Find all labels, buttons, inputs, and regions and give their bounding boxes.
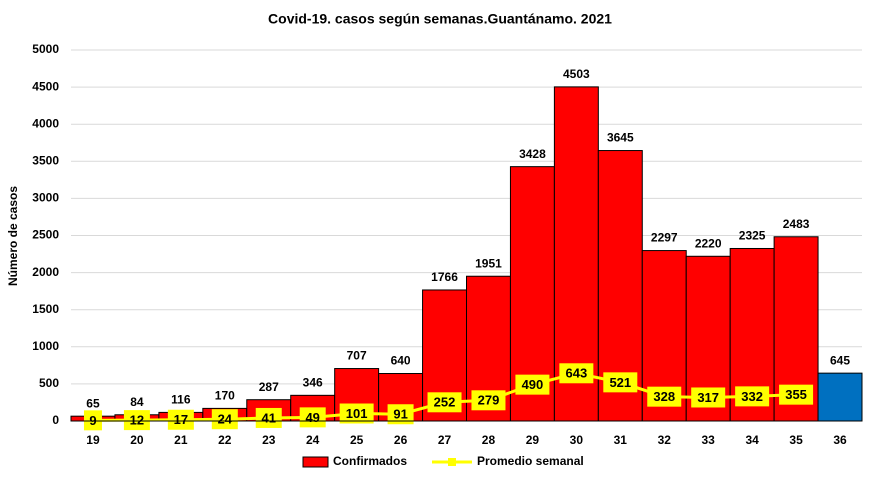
line-value-label: 49 — [305, 410, 319, 425]
line-label-box — [647, 386, 682, 407]
x-tick-label: 34 — [745, 433, 759, 447]
bar-value-label: 1766 — [431, 270, 458, 284]
bar-value-label: 65 — [86, 396, 100, 410]
bar-value-label: 2220 — [695, 236, 722, 250]
line-label-box — [735, 386, 770, 407]
y-tick-label: 5000 — [32, 42, 59, 56]
line-label-box — [559, 363, 594, 384]
bar-value-label: 1951 — [475, 256, 502, 270]
chart-title: Covid-19. casos según semanas.Guantánamo… — [268, 11, 612, 27]
line-value-label: 643 — [566, 366, 588, 381]
y-tick-label: 0 — [52, 413, 59, 427]
line-value-label: 252 — [434, 395, 456, 410]
line-value-label: 41 — [262, 410, 276, 425]
x-tick-label: 26 — [394, 433, 408, 447]
bar-value-label: 287 — [259, 380, 279, 394]
x-tick-label: 29 — [526, 433, 540, 447]
bar — [817, 372, 863, 422]
line-value-label: 91 — [393, 407, 407, 422]
legend-label: Confirmados — [333, 454, 407, 468]
line-value-label: 490 — [522, 377, 544, 392]
bar-value-label: 640 — [391, 354, 411, 368]
line-value-label: 17 — [174, 412, 188, 427]
legend-swatch — [302, 456, 329, 468]
x-tick-label: 20 — [130, 433, 144, 447]
line-label-box — [83, 410, 102, 431]
x-tick-label: 25 — [350, 433, 364, 447]
y-tick-label: 4500 — [32, 79, 59, 93]
line-label-box — [515, 374, 550, 395]
y-tick-label: 1000 — [32, 339, 59, 353]
x-tick-label: 24 — [306, 433, 320, 447]
line-label-box — [123, 410, 150, 431]
bar-value-label: 4503 — [563, 67, 590, 81]
line-value-label: 101 — [346, 406, 368, 421]
y-tick-label: 2500 — [32, 228, 59, 242]
y-tick-label: 500 — [39, 376, 59, 390]
line-label-box — [387, 404, 414, 425]
x-tick-label: 27 — [438, 433, 452, 447]
x-tick-label: 32 — [658, 433, 672, 447]
x-tick-label: 36 — [833, 433, 847, 447]
x-tick-label: 23 — [262, 433, 276, 447]
bar-value-label: 2325 — [739, 229, 766, 243]
line-label-box — [167, 409, 194, 430]
bar-value-label: 346 — [303, 375, 323, 389]
y-tick-label: 2000 — [32, 265, 59, 279]
bar-value-label: 707 — [347, 349, 367, 363]
x-tick-label: 30 — [570, 433, 584, 447]
line-label-box — [471, 390, 506, 411]
bar-value-label: 3645 — [607, 131, 634, 145]
y-tick-label: 4000 — [32, 116, 59, 130]
legend-marker — [448, 458, 456, 466]
line-label-box — [427, 392, 462, 413]
x-tick-label: 33 — [702, 433, 716, 447]
bar-value-label: 2297 — [651, 231, 678, 245]
bar-value-label: 2483 — [783, 217, 810, 231]
line-label-box — [211, 409, 238, 430]
line-label-box — [299, 407, 326, 428]
bar-value-label: 170 — [215, 389, 235, 403]
y-tick-label: 1500 — [32, 302, 59, 316]
line-value-label: 355 — [785, 387, 807, 402]
x-tick-label: 22 — [218, 433, 232, 447]
x-tick-label: 31 — [614, 433, 628, 447]
line-label-box — [779, 384, 814, 405]
bar-value-label: 116 — [171, 393, 191, 407]
bar-value-label: 645 — [830, 353, 850, 367]
line-value-label: 317 — [697, 390, 719, 405]
legend-label: Promedio semanal — [477, 454, 584, 468]
y-tick-label: 3500 — [32, 153, 59, 167]
x-tick-label: 35 — [789, 433, 803, 447]
y-axis-title: Número de casos — [6, 186, 20, 286]
line-label-box — [255, 407, 282, 428]
line-value-label: 9 — [89, 413, 96, 428]
line-value-label: 279 — [478, 393, 500, 408]
x-tick-label: 19 — [86, 433, 100, 447]
line-value-label: 328 — [653, 389, 675, 404]
y-tick-label: 3000 — [32, 191, 59, 205]
line-label-box — [339, 403, 374, 424]
line-value-label: 521 — [609, 375, 631, 390]
line-value-label: 24 — [218, 412, 233, 427]
line-label-box — [691, 387, 726, 408]
line-label-box — [603, 372, 638, 393]
line-value-label: 12 — [130, 413, 144, 428]
bar-value-label: 84 — [130, 395, 144, 409]
x-tick-label: 28 — [482, 433, 496, 447]
line-value-label: 332 — [741, 389, 763, 404]
bar-value-label: 3428 — [519, 147, 546, 161]
x-tick-label: 21 — [174, 433, 188, 447]
